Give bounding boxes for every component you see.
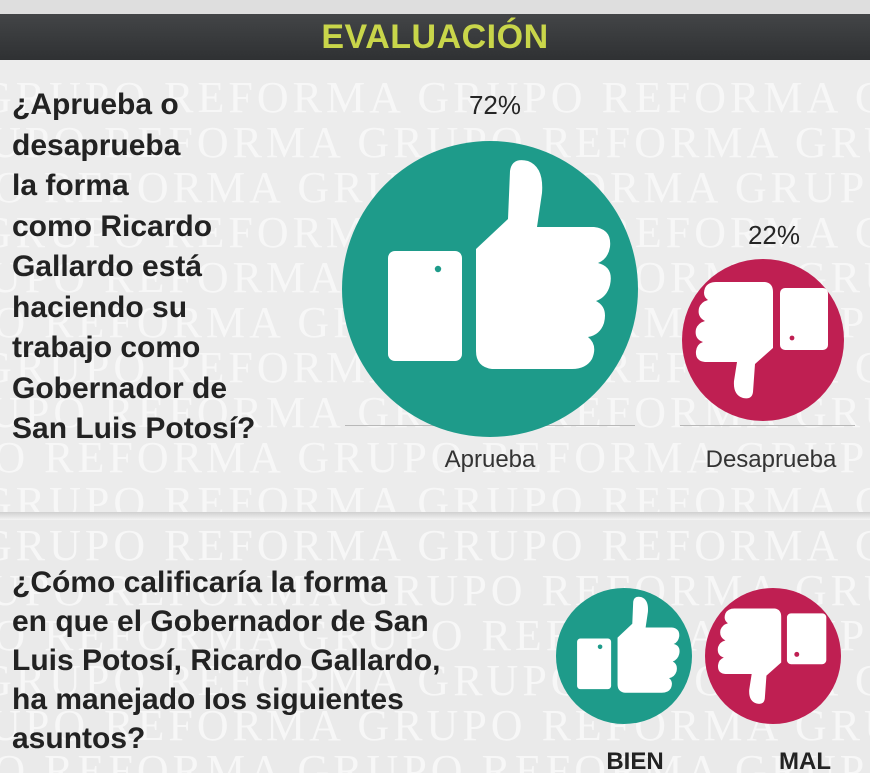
watermark-line: GRUPO REFORMA GRUPO REFORMA GRUPO REFORM… (0, 701, 870, 750)
watermark-line: GRUPO REFORMA GRUPO REFORMA GRUPO REFORM… (0, 521, 870, 570)
watermark-line: GRUPO REFORMA GRUPO REFORMA GRUPO REFORM… (0, 433, 870, 482)
thumbs-down-icon (717, 608, 827, 704)
legend-label-bien: BIEN (606, 748, 664, 773)
rating-legend (556, 588, 841, 724)
baseline-desaprueba (680, 425, 855, 426)
watermark-line: GRUPO REFORMA GRUPO REFORMA GRUPO REFORM… (0, 73, 870, 122)
value-label-desaprueba: 22% (747, 220, 801, 250)
watermark-line: GRUPO REFORMA GRUPO REFORMA GRUPO REFORM… (0, 478, 870, 512)
legend-label-mal: MAL (779, 748, 831, 773)
header-bar: EVALUACIÓN (0, 14, 870, 60)
panel-divider (0, 512, 870, 520)
approval-panel: GRUPO REFORMA GRUPO REFORMA GRUPO REFORM… (0, 60, 870, 512)
question-rating: ¿Cómo calificaría la forma en que el Gob… (12, 566, 441, 755)
top-strip (0, 0, 870, 14)
thumbs-down-icon (695, 282, 828, 399)
approval-chart (342, 141, 844, 437)
thumbs-up-icon (388, 160, 611, 369)
watermark-line: GRUPO REFORMA GRUPO REFORMA GRUPO REFORM… (0, 746, 870, 773)
rating-panel: GRUPO REFORMA GRUPO REFORMA GRUPO REFORM… (0, 520, 870, 773)
watermark-line: GRUPO REFORMA GRUPO REFORMA GRUPO REFORM… (0, 566, 870, 615)
question-approval: ¿Aprueba o desaprueba la forma como Rica… (12, 88, 256, 445)
category-label-aprueba: Aprueba (444, 446, 536, 473)
category-label-desaprueba: Desaprueba (705, 446, 837, 473)
thumbs-up-icon (577, 596, 680, 693)
value-label-aprueba: 72% (468, 90, 522, 120)
header-title: EVALUACIÓN (321, 17, 549, 56)
